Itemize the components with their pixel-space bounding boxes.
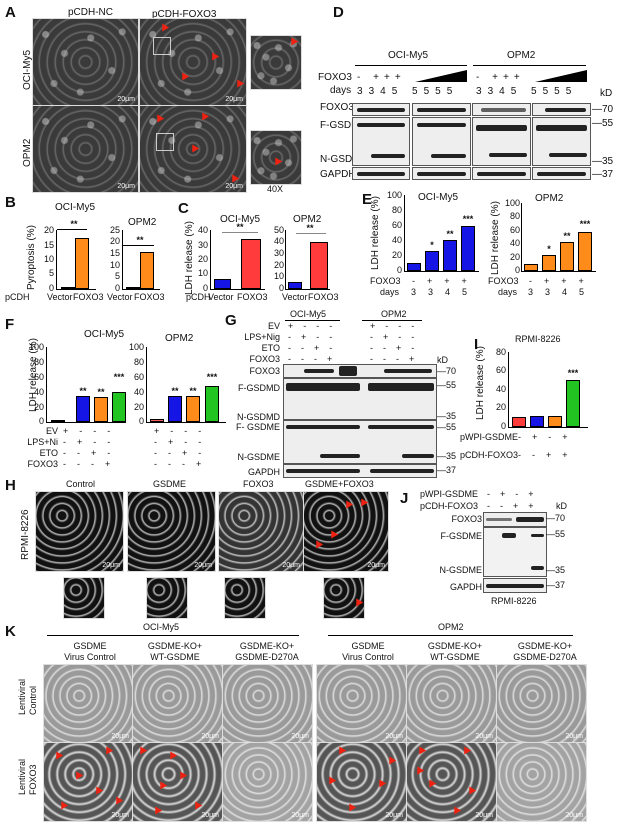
k-opm2-control-wt: 20μm: [406, 664, 497, 743]
d-marker-35: —35: [592, 156, 614, 167]
panel-label-c: C: [178, 200, 189, 217]
h-zoom-control: [63, 577, 105, 619]
k-ocimy5-control-d270a: 20μm: [222, 664, 313, 743]
d-gradient-opm2: [535, 70, 587, 82]
d-blot-label-foxo3: FOXO3: [320, 102, 354, 113]
a-image-nc-ocimy5: 20μm: [32, 18, 139, 106]
k-opm2-foxo3-wt: 20μm: [406, 742, 497, 822]
panel-label-a: A: [5, 4, 16, 21]
d-signs-opm2: - +++: [476, 72, 525, 83]
panel-label-b: B: [5, 194, 16, 211]
k-opm2-foxo3-virus: 20μm: [316, 742, 407, 822]
a-zoom-opm2: [250, 130, 302, 185]
k-ocimy5-foxo3-virus: 20μm: [43, 742, 133, 822]
panel-label-h: H: [5, 477, 16, 494]
panel-label-f: F: [5, 316, 15, 333]
k-ocimy5-control-virus: 20μm: [43, 664, 133, 743]
a-image-foxo3-opm2: 20μm: [139, 105, 247, 193]
a-image-foxo3-ocimy5: 20μm: [139, 18, 247, 106]
h-image-gsdme-foxo3: 20μm: [303, 491, 389, 572]
d-kd-label: kD: [600, 88, 613, 99]
d-signs-ocimy5: - +++: [357, 72, 406, 83]
a-col-header-nc: pCDH-NC: [68, 7, 113, 18]
a-col-header-foxo3: pCDH-FOXO3: [152, 9, 217, 20]
panel-label-i: I: [474, 336, 479, 353]
d-gradient-ocimy5: [415, 70, 467, 82]
d-row-days: days: [330, 85, 352, 96]
panel-label-j: J: [400, 490, 409, 507]
d-days-ocimy5: 3345 5555: [357, 86, 459, 97]
h-image-foxo3: 20μm: [218, 491, 304, 572]
a-image-nc-opm2: 20μm: [32, 105, 139, 193]
a-zoom-ocimy5: [250, 35, 302, 90]
k-opm2-control-d270a: 20μm: [496, 664, 587, 743]
b-title-opm2: OPM2: [128, 217, 157, 228]
d-days-opm2: 3345 5555: [476, 86, 578, 97]
d-blot-label-gapdh: GAPDH: [320, 169, 356, 180]
panel-label-e: E: [362, 191, 373, 208]
b-ylabel: Pyroptosis (%): [26, 224, 37, 290]
b-title-ocimy5: OCI-My5: [55, 202, 95, 213]
d-blot-label-ngsdme: N-GSDME: [320, 154, 368, 165]
h-image-control: 20μm: [35, 491, 124, 572]
h-zoom-gsdme-foxo3: [323, 577, 365, 619]
d-blot-label-fgsdme: F-GSDME: [320, 120, 367, 131]
d-group-opm2: OPM2: [507, 50, 536, 61]
h-zoom-foxo3: [224, 577, 266, 619]
d-marker-70: —70: [592, 104, 614, 115]
a-zoom-label: 40X: [267, 184, 284, 194]
h-image-gsdme: 20μm: [127, 491, 216, 572]
d-marker-55: —55: [592, 118, 614, 129]
panel-label-k: K: [5, 623, 16, 640]
h-zoom-gsdme: [146, 577, 188, 619]
b-bar-foxo3: [75, 238, 89, 289]
d-group-ocimy5: OCI-My5: [388, 50, 428, 61]
b-bar-vector: [61, 287, 75, 289]
k-opm2-foxo3-d270a: 20μm: [496, 742, 587, 822]
panel-label-g: G: [225, 312, 237, 329]
panel-label-d: D: [333, 4, 344, 21]
k-opm2-control-virus: 20μm: [316, 664, 407, 743]
k-ocimy5-control-wt: 20μm: [132, 664, 223, 743]
d-marker-37: —37: [592, 169, 614, 180]
d-row-foxo3: FOXO3: [318, 72, 352, 83]
k-ocimy5-foxo3-wt: 20μm: [132, 742, 223, 822]
k-ocimy5-foxo3-d270a: 20μm: [222, 742, 313, 822]
